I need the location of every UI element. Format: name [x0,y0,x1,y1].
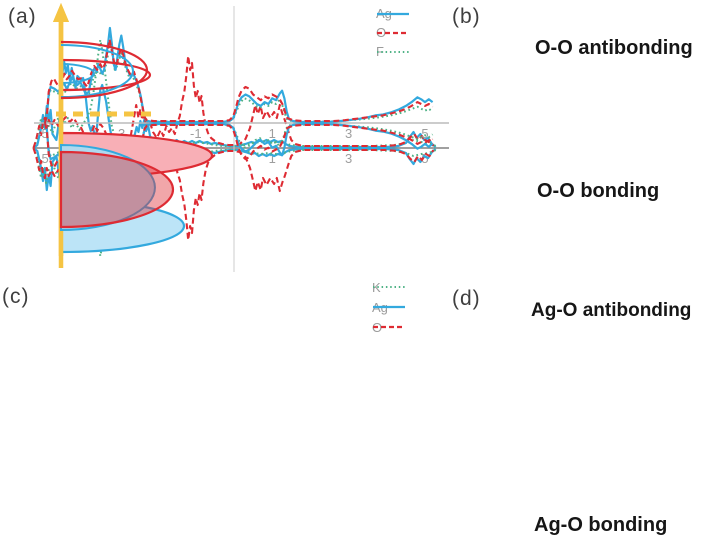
x-tick-label: 3 [345,126,352,141]
x-tick-label: -5 [37,151,49,166]
ago-bonding-label: Ag-O bonding [534,514,668,536]
oo-antibonding-ag-lobe [60,63,95,84]
ago-bonding-o-lobe-filled [59,150,175,229]
legend-item-ag: Ag [376,4,409,23]
ago-antibonding-ag-lobe [60,44,134,98]
x-tick-label: -1 [190,126,202,141]
ago-antibonding-o-lobe [60,40,149,100]
x-tick-label: -5 [37,126,49,141]
panel-label-c: (c) [2,285,30,308]
legend-item-o: O [376,23,409,42]
oo-bonding-label: O-O bonding [537,180,660,202]
legend-label: F [376,44,384,59]
legend-c: K Ag O [372,277,405,337]
oo-antibonding-o-lobe [60,58,152,92]
x-tick-label: 3 [345,151,352,166]
panel-label-d: (d) [452,287,481,310]
schematic-d [53,3,175,256]
x-tick-label: 5 [421,151,428,166]
legend-item-k: K [372,277,405,297]
legend-item-f: F [376,42,409,61]
x-tick-label: 1 [269,151,276,166]
x-tick-label: 1 [269,126,276,141]
ago-antibonding-label: Ag-O antibonding [531,300,692,321]
x-tick-label: -3 [114,126,126,141]
oo-antibonding-label: O-O antibonding [535,37,693,59]
panel-label-a: (a) [8,5,37,28]
ago-bonding-ag-lobe-filled [60,143,156,232]
legend-item-o: O [372,317,405,337]
x-tick-label: 5 [421,126,428,141]
legend-label: K [372,279,381,295]
legend-a: Ag O F [376,4,409,61]
legend-item-ag: Ag [372,297,405,317]
panel-label-b: (b) [452,5,481,28]
arrow-up-icon [53,3,69,22]
